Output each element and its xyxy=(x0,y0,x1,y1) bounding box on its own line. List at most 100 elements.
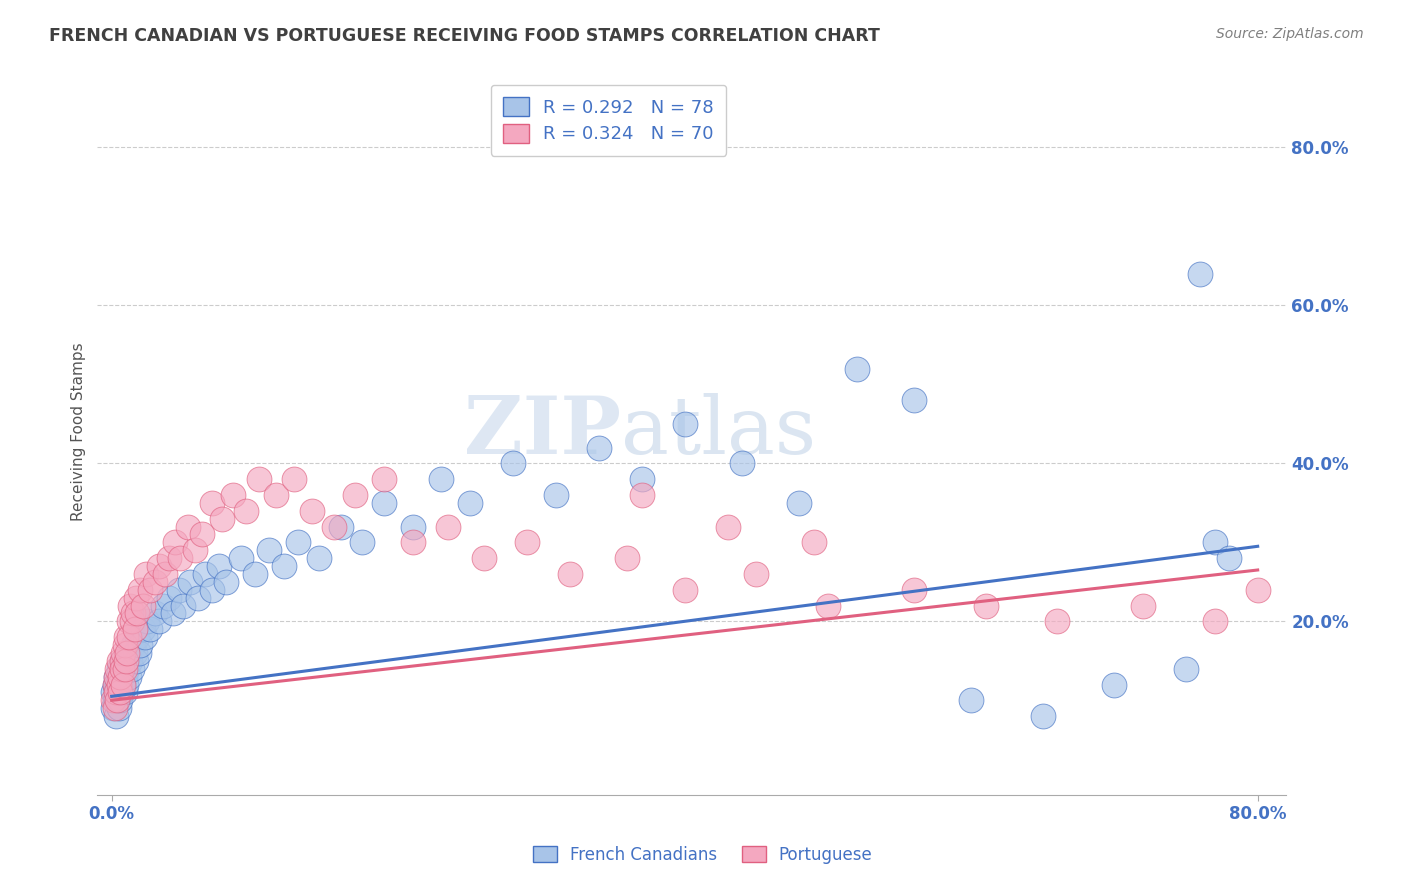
French Canadians xyxy=(114,670,136,684)
French Canadians xyxy=(194,566,217,581)
Portuguese xyxy=(717,519,740,533)
French Canadians xyxy=(172,599,194,613)
French Canadians xyxy=(143,607,166,621)
French Canadians xyxy=(110,670,132,684)
Portuguese xyxy=(148,559,170,574)
Portuguese xyxy=(143,574,166,589)
French Canadians xyxy=(118,646,141,660)
Portuguese xyxy=(616,551,638,566)
French Canadians xyxy=(115,677,138,691)
French Canadians xyxy=(352,535,374,549)
French Canadians xyxy=(120,654,142,668)
French Canadians xyxy=(152,599,174,613)
Portuguese xyxy=(139,582,162,597)
Portuguese xyxy=(903,582,925,597)
French Canadians xyxy=(107,677,129,691)
Portuguese xyxy=(437,519,460,533)
French Canadians xyxy=(115,654,138,668)
French Canadians xyxy=(243,566,266,581)
Portuguese xyxy=(120,599,142,613)
Portuguese xyxy=(1132,599,1154,613)
Portuguese xyxy=(344,488,367,502)
Portuguese xyxy=(118,615,141,629)
French Canadians xyxy=(401,519,423,533)
French Canadians xyxy=(162,607,184,621)
Portuguese xyxy=(104,670,127,684)
French Canadians xyxy=(167,582,190,597)
French Canadians xyxy=(1175,662,1198,676)
Text: Source: ZipAtlas.com: Source: ZipAtlas.com xyxy=(1216,27,1364,41)
Text: FRENCH CANADIAN VS PORTUGUESE RECEIVING FOOD STAMPS CORRELATION CHART: FRENCH CANADIAN VS PORTUGUESE RECEIVING … xyxy=(49,27,880,45)
Portuguese xyxy=(115,654,138,668)
Portuguese xyxy=(558,566,581,581)
French Canadians xyxy=(845,361,868,376)
French Canadians xyxy=(673,417,696,431)
French Canadians xyxy=(588,441,610,455)
Portuguese xyxy=(1046,615,1069,629)
French Canadians xyxy=(108,701,131,715)
Portuguese xyxy=(630,488,652,502)
Portuguese xyxy=(153,566,176,581)
French Canadians xyxy=(1189,267,1212,281)
French Canadians xyxy=(104,685,127,699)
Portuguese xyxy=(103,701,125,715)
Portuguese xyxy=(401,535,423,549)
Portuguese xyxy=(169,551,191,566)
Portuguese xyxy=(516,535,538,549)
French Canadians xyxy=(179,574,201,589)
French Canadians xyxy=(458,496,481,510)
French Canadians xyxy=(136,615,159,629)
French Canadians xyxy=(1104,677,1126,691)
French Canadians xyxy=(787,496,810,510)
French Canadians xyxy=(134,630,156,644)
Portuguese xyxy=(108,677,131,691)
Portuguese xyxy=(110,670,132,684)
French Canadians xyxy=(127,630,149,644)
French Canadians xyxy=(430,472,453,486)
Y-axis label: Receiving Food Stamps: Receiving Food Stamps xyxy=(72,343,86,521)
Portuguese xyxy=(803,535,825,549)
French Canadians xyxy=(1204,535,1226,549)
Portuguese xyxy=(266,488,288,502)
French Canadians xyxy=(731,456,754,470)
Portuguese xyxy=(817,599,839,613)
Portuguese xyxy=(121,615,143,629)
Portuguese xyxy=(124,622,146,636)
French Canadians xyxy=(287,535,309,549)
Portuguese xyxy=(112,646,135,660)
Portuguese xyxy=(472,551,495,566)
Portuguese xyxy=(129,582,152,597)
French Canadians xyxy=(259,543,281,558)
French Canadians xyxy=(122,638,145,652)
Legend: French Canadians, Portuguese: French Canadians, Portuguese xyxy=(527,839,879,871)
Portuguese xyxy=(222,488,245,502)
Portuguese xyxy=(247,472,270,486)
French Canadians xyxy=(1032,709,1054,723)
Portuguese xyxy=(107,693,129,707)
Legend: R = 0.292   N = 78, R = 0.324   N = 70: R = 0.292 N = 78, R = 0.324 N = 70 xyxy=(491,85,727,156)
French Canadians xyxy=(117,662,139,676)
French Canadians xyxy=(1218,551,1240,566)
French Canadians xyxy=(110,693,132,707)
French Canadians xyxy=(104,670,127,684)
French Canadians xyxy=(132,622,155,636)
French Canadians xyxy=(114,685,136,699)
French Canadians xyxy=(111,685,134,699)
French Canadians xyxy=(273,559,295,574)
Portuguese xyxy=(157,551,180,566)
French Canadians xyxy=(215,574,238,589)
Portuguese xyxy=(184,543,207,558)
French Canadians xyxy=(960,693,983,707)
French Canadians xyxy=(903,393,925,408)
Portuguese xyxy=(235,504,257,518)
French Canadians xyxy=(124,646,146,660)
Portuguese xyxy=(114,662,136,676)
Portuguese xyxy=(118,630,141,644)
Portuguese xyxy=(1247,582,1270,597)
Portuguese xyxy=(111,654,134,668)
French Canadians xyxy=(118,670,141,684)
Portuguese xyxy=(176,519,198,533)
Portuguese xyxy=(112,677,135,691)
French Canadians xyxy=(129,638,152,652)
Portuguese xyxy=(111,662,134,676)
